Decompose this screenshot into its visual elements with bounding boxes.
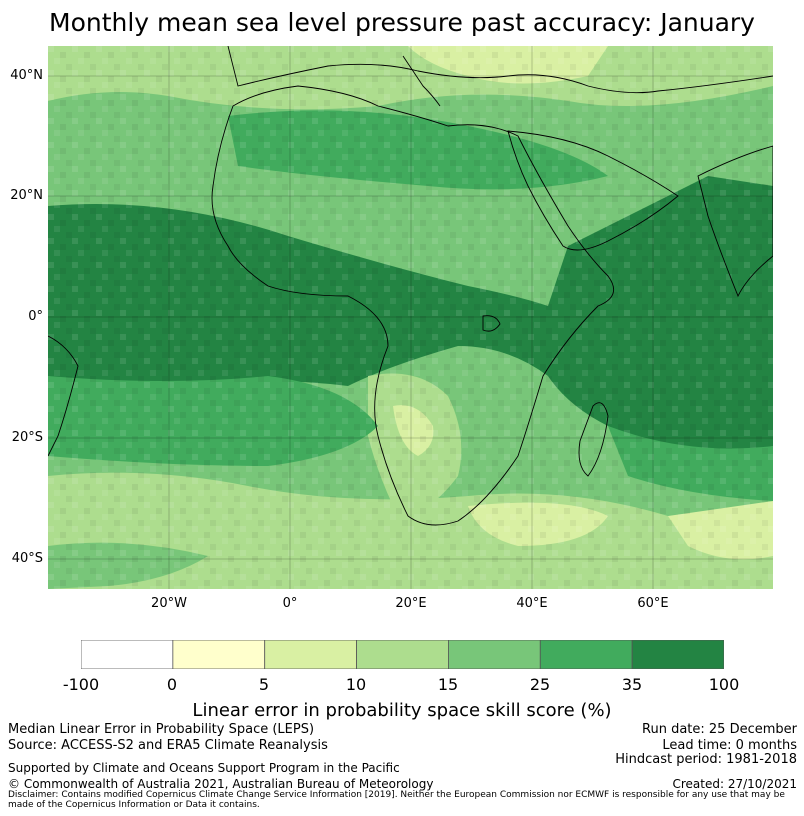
coastline-europe [227, 46, 773, 94]
support-note: Supported by Climate and Oceans Support … [8, 761, 400, 775]
colorbar-label: Linear error in probability space skill … [192, 700, 612, 721]
coastlines [48, 46, 773, 526]
colorbar-tick: 10 [345, 675, 367, 694]
hindcast-period: Hindcast period: 1981-2018 [615, 752, 797, 767]
lon-label: 0° [282, 596, 298, 611]
coastline-italy [402, 55, 441, 107]
lat-label: 40°N [10, 68, 43, 83]
run-date: Run date: 25 December [642, 722, 797, 737]
coastline-africa [211, 85, 615, 526]
colorbar [81, 640, 724, 669]
texture-overlay [48, 46, 773, 589]
coastline-south-america [48, 335, 79, 457]
colorbar-segment [81, 640, 174, 669]
colorbar-segment [539, 640, 633, 669]
colorbar-tick: 35 [621, 675, 643, 694]
lake-victoria [482, 315, 501, 332]
coastline-madagascar [578, 402, 609, 477]
lon-label: 40°E [516, 596, 548, 611]
lat-label: 20°S [11, 430, 43, 445]
colorbar-tick: 25 [529, 675, 551, 694]
colorbar-segment [448, 640, 541, 669]
colorbar-segment [264, 640, 357, 669]
metric-description: Median Linear Error in Probability Space… [8, 722, 315, 737]
skill-score-map [48, 46, 773, 589]
lon-label: 20°E [395, 596, 427, 611]
coastline-india [697, 145, 773, 298]
colorbar-tick: 15 [437, 675, 459, 694]
disclaimer: Disclaimer: Contains modified Copernicus… [8, 790, 785, 810]
copyright: © Commonwealth of Australia 2021, Austra… [8, 777, 434, 791]
lat-label: 40°S [11, 551, 43, 566]
lat-label: 0° [28, 309, 43, 324]
map-title: Monthly mean sea level pressure past acc… [49, 8, 755, 37]
graticule [48, 46, 773, 589]
colorbar-segment [356, 640, 449, 669]
data-source: Source: ACCESS-S2 and ERA5 Climate Reana… [8, 738, 328, 753]
colorbar-segment [631, 640, 724, 669]
colorbar-tick: 100 [708, 675, 740, 694]
colorbar-segment [172, 640, 266, 669]
lead-time: Lead time: 0 months [662, 738, 797, 753]
colorbar-tick: 0 [166, 675, 178, 694]
colorbar-tick: 5 [258, 675, 270, 694]
lon-label: 60°E [637, 596, 669, 611]
colorbar-tick: -100 [62, 675, 100, 694]
lon-label: 20°W [151, 596, 187, 611]
lat-label: 20°N [10, 188, 43, 203]
created-date: Created: 27/10/2021 [672, 777, 797, 791]
coastline-arabia [507, 130, 679, 251]
